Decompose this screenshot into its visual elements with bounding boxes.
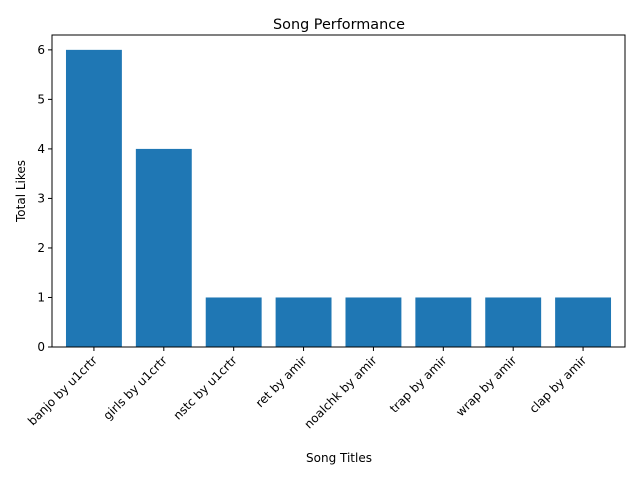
x-tick-label: banjo by u1crtr: [25, 353, 100, 428]
y-tick-label: 0: [37, 340, 45, 354]
x-tick-label: clap by amir: [527, 353, 590, 416]
y-tick-label: 2: [37, 241, 45, 255]
x-tick-label: noalchk by amir: [301, 353, 379, 431]
x-axis-label: Song Titles: [306, 451, 372, 465]
x-tick-label: trap by amir: [387, 353, 449, 415]
bar-2: [205, 297, 262, 347]
x-tick-label: nstc by u1crtr: [171, 353, 240, 422]
bars-group: [65, 49, 612, 347]
y-axis: 0 1 2 3 4 5 6: [37, 43, 52, 354]
bar-4: [345, 297, 402, 347]
y-tick-label: 4: [37, 142, 45, 156]
x-tick-label: wrap by amir: [453, 353, 519, 419]
x-axis: banjo by u1crtr girls by u1crtr nstc by u1…: [25, 347, 589, 431]
y-tick-label: 1: [37, 290, 45, 304]
chart-title: Song Performance: [273, 17, 405, 33]
x-tick-label: girls by u1crtr: [100, 353, 170, 423]
bar-0: [65, 49, 122, 347]
y-tick-label: 5: [37, 92, 45, 106]
y-axis-label: Total Likes: [14, 160, 28, 223]
bar-5: [415, 297, 472, 347]
y-tick-label: 3: [37, 191, 45, 205]
plot-frame: [51, 34, 626, 348]
y-tick-label: 6: [37, 43, 45, 57]
x-tick-label: ret by amir: [253, 353, 310, 410]
bar-7: [555, 297, 612, 347]
bar-1: [135, 148, 192, 347]
bar-3: [275, 297, 332, 347]
bar-6: [485, 297, 542, 347]
